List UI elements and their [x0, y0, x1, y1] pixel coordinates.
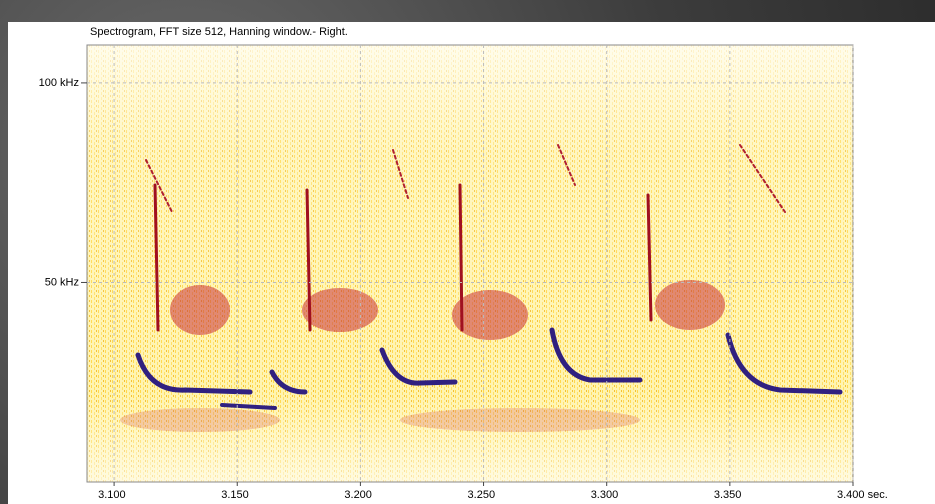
plot-area [86, 44, 854, 483]
y-tick-label: 100 kHz [39, 77, 79, 89]
y-tick-label: 50 kHz [45, 276, 79, 288]
energy-clouds [120, 280, 725, 432]
spectrum-fade [87, 45, 853, 482]
x-tick-label: 3.200 [344, 489, 372, 501]
calls [135, 144, 843, 410]
x-tick-label: 3.250 [468, 489, 496, 501]
x-tick-label: 3.300 [591, 489, 619, 501]
x-tick-label: 3.150 [221, 489, 249, 501]
x-tick-label: 3.400 sec. [837, 489, 888, 501]
x-tick-label: 3.350 [714, 489, 742, 501]
chart-title: Spectrogram, FFT size 512, Hanning windo… [90, 26, 348, 38]
x-tick-label: 3.100 [98, 489, 126, 501]
